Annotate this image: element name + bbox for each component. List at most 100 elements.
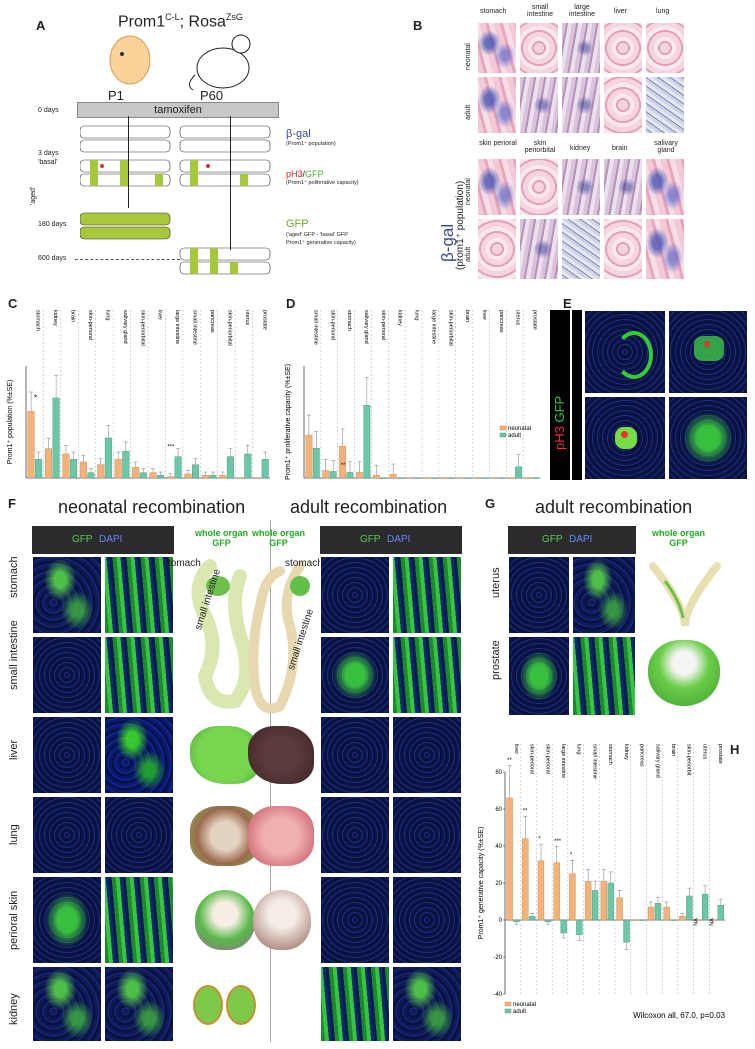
bar-adult [363,404,371,479]
f-neo-kidney-2 [104,966,174,1042]
g-header: GFP DAPI [508,526,636,554]
category-label: lung [414,310,420,320]
legend-adult: adult [513,1009,526,1015]
category-label: lung [576,744,582,754]
bar-neonatal [149,472,157,479]
na-label: NA [694,918,700,926]
e-img-4 [668,396,748,480]
category-label: pancreas [639,744,645,767]
legend-swatch-adult [504,1008,512,1014]
bar-neonatal [356,472,363,479]
bar-adult [139,472,147,479]
legend-swatch-neonatal [499,425,507,431]
b-img-lung-neonatal [645,22,685,74]
legend-adult: adult [508,433,521,439]
b-img-periorbital-adult [519,218,559,280]
b-img-perioral-neonatal [477,158,517,216]
f-row-kidney: kidney [8,993,20,1025]
bar-adult [226,456,234,479]
f-row-perioral: perioral skin [8,890,20,950]
legend-gfp: GFP [286,218,309,230]
tamoxifen-bar: tamoxifen [77,102,279,118]
bar-adult [498,477,506,479]
b-img-kidney-neonatal [561,158,601,216]
bar-adult [639,919,646,921]
category-label: salivary gland [654,744,660,778]
category-label: large intestine [430,310,436,344]
f-row-si: small intestine [8,620,20,690]
bar-adult [244,453,252,479]
b-col-lung: lung [656,8,670,15]
b-col-liver: liver [614,8,627,15]
category-label: kidney [623,744,629,760]
g-whole: whole organ GFP [652,528,706,548]
bar-adult [544,919,552,923]
bar-neonatal [44,448,52,479]
category-label: skin-perioral [87,310,93,340]
f-neo-perioral-2 [104,876,174,964]
b-img-stomach-neonatal [477,22,517,74]
b-img-lung-adult [645,76,685,134]
legend-gfp-sub1: ('aged' GFP - 'basal' GFP [286,232,348,238]
category-label: kidney [397,310,403,326]
panel-a-title: Prom1C-L; RosaZsG [118,12,243,31]
bar-adult [192,464,200,479]
f-adult-kidney-1 [320,966,390,1042]
f-adult-gut-organ [248,561,310,714]
bar-adult [70,459,78,479]
category-label: uterus [244,310,250,326]
f-neo-gut-organ [191,559,254,709]
f-neo-skin-organ [195,890,255,950]
category-label: stomach [35,310,41,331]
legend-gfp-sub2: Prom1⁺ generative capacity) [286,240,356,246]
label-3-days: 3 days [38,150,59,157]
b-neonatal-2: neonatal [465,178,472,205]
f-adult-perioral-1 [320,876,390,964]
b-col-brain: brain [612,145,628,152]
bar-neonatal [507,477,515,479]
bar-adult [670,919,677,921]
bar-neonatal [254,477,262,479]
annotation-stars: *** [167,445,175,451]
legend-swatch-neonatal [504,1001,512,1007]
category-label: uterus [701,744,707,760]
bar-adult [464,477,472,479]
bar-neonatal [219,475,227,479]
bar-adult [35,459,43,479]
annotation-star: * [34,394,37,403]
label-aged: 'aged' [30,186,37,205]
b-img-liver-adult [603,76,643,134]
b-col-si: small intestine [526,4,554,18]
na-label: NA [709,918,715,926]
f-neo-si-2 [104,636,174,714]
bar-neonatal [537,860,545,921]
b-col-salivary: salivary gland [654,140,678,154]
category-label: large intestine [174,310,180,344]
arrow-p1 [128,116,129,208]
bar-neonatal [524,477,532,479]
f-neo-perioral-1 [32,876,102,964]
bar-adult [515,466,522,479]
category-label: stomach [607,744,613,765]
f-adult-liver-1 [320,716,390,794]
b-img-perioral-adult [477,218,517,280]
f-adult-ann-stomach: stomach [285,558,323,569]
legend-bgal: β-gal [286,128,311,140]
category-label: salivary gland [122,310,128,344]
bar-adult [380,477,388,479]
bar-neonatal [406,477,414,479]
adult-mouse-icon [189,34,251,91]
label-basal: 'basal' [38,159,58,166]
f-neo-kidney-organ-1 [193,985,223,1025]
g-prostate-2 [572,636,636,716]
category-label: pancreas [498,310,504,333]
bar-adult [701,893,709,921]
panel-label-c: C [8,296,18,311]
category-label: skin-periorbital [139,310,145,346]
f-neonatal-title: neonatal recombination [58,497,246,517]
f-adult-kidney-2 [392,966,462,1042]
chart-h: Prom1⁺ generative capacity (%±SE) 80 60 40 2… [478,744,726,1020]
g-uterus-1 [508,556,570,634]
panel-label-b: B [413,18,423,33]
bar-neonatal [440,477,448,479]
